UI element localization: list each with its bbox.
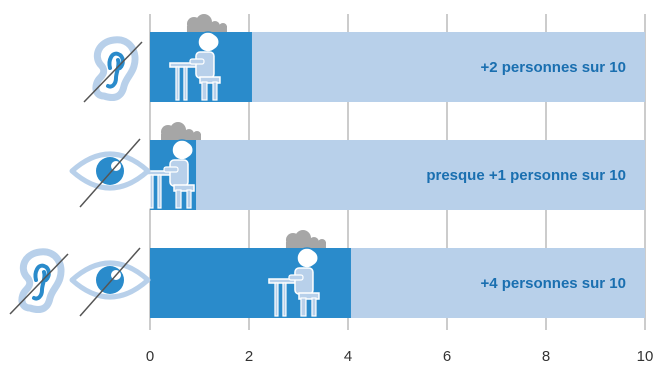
- bar-label: +2 personnes sur 10: [481, 59, 627, 76]
- tick-label: 2: [245, 348, 253, 365]
- thought-cloud-icon: [285, 230, 326, 248]
- person-at-desk-icon: [143, 122, 201, 209]
- eye-icon: [69, 247, 151, 317]
- person-figures: [143, 14, 326, 317]
- tick-label: 4: [344, 348, 352, 365]
- tick-label: 6: [443, 348, 451, 365]
- ear-icon: [83, 36, 143, 103]
- tick-label: 8: [542, 348, 550, 365]
- bar: [150, 248, 351, 318]
- bar-background: [150, 140, 645, 210]
- thought-cloud-icon: [186, 14, 227, 32]
- bar-label: presque +1 personne sur 10: [426, 167, 626, 184]
- person-at-desk-icon: [169, 14, 227, 101]
- bars: +2 personnes sur 10 presque +1 personne s…: [150, 32, 645, 318]
- eye-icon: [69, 138, 151, 208]
- impairment-icons: [9, 36, 151, 317]
- thought-cloud-icon: [161, 122, 201, 140]
- ear-icon: [9, 248, 69, 315]
- x-axis-ticks: 0 2 4 6 8 10: [146, 348, 654, 365]
- person-at-desk-icon: [268, 230, 326, 317]
- tick-label: 0: [146, 348, 154, 365]
- tick-label: 10: [637, 348, 654, 365]
- bar-label: +4 personnes sur 10: [481, 275, 627, 292]
